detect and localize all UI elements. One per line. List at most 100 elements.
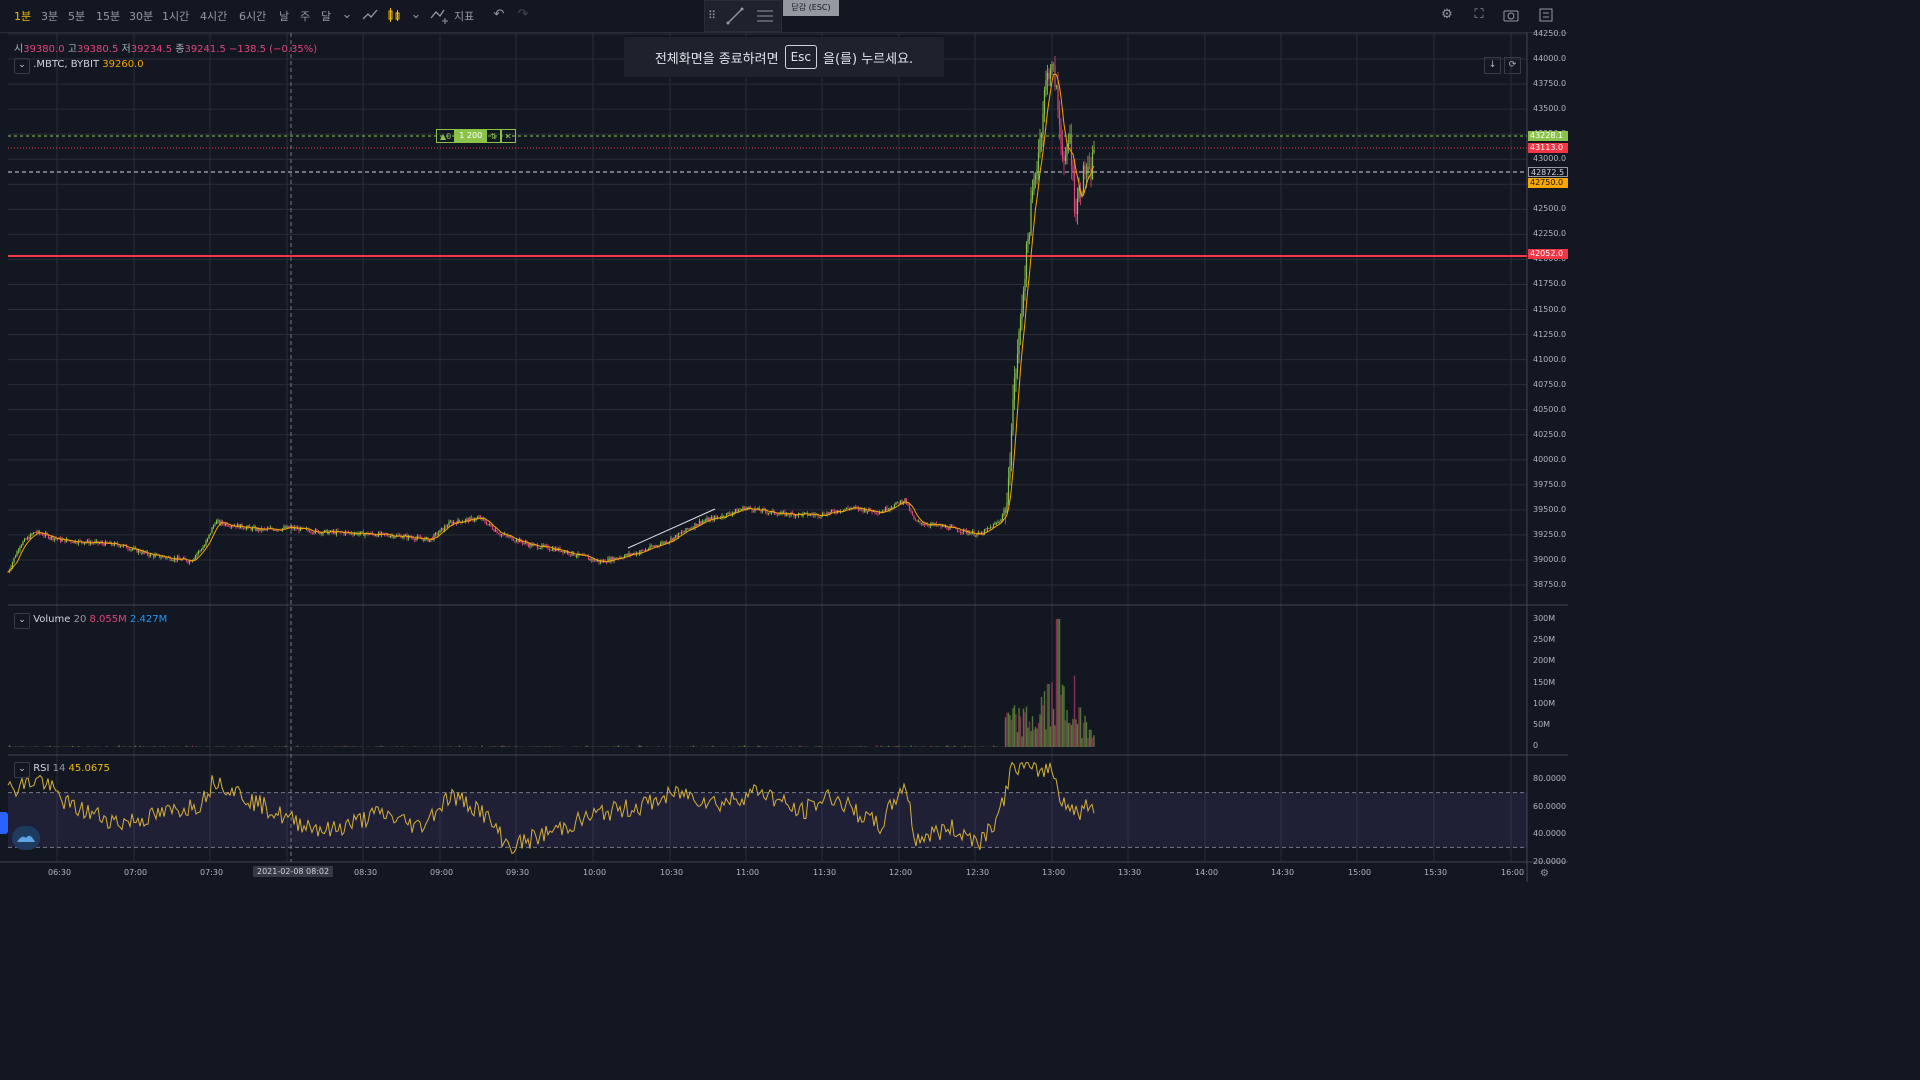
chevron-down-icon[interactable]: ⌄ xyxy=(410,7,422,22)
candle-body xyxy=(907,504,909,505)
collapse-chevron-icon[interactable]: ⌄ xyxy=(14,58,30,74)
candle-body xyxy=(785,512,788,516)
candle-body xyxy=(10,567,12,570)
volume-bar xyxy=(790,745,792,747)
timeframe-week[interactable]: 주 xyxy=(300,10,311,23)
volume-bar xyxy=(160,746,162,747)
timeframe-4h[interactable]: 4시간 xyxy=(200,10,228,23)
timeframe-day[interactable]: 날 xyxy=(279,10,290,23)
volume-bar xyxy=(244,746,246,747)
candle-body xyxy=(970,533,972,535)
candle-body xyxy=(736,509,738,513)
candle-body xyxy=(446,526,449,527)
candle-body xyxy=(941,525,944,527)
gear-icon[interactable]: ⚙ xyxy=(1441,7,1453,22)
camera-icon[interactable] xyxy=(1502,6,1520,24)
candle-body xyxy=(566,551,569,553)
candle-body xyxy=(767,512,770,514)
candle-body xyxy=(1048,72,1050,79)
candle-body xyxy=(518,539,521,543)
timeframe-15m[interactable]: 15분 xyxy=(96,10,121,23)
candle-body xyxy=(863,508,866,512)
arrow-down-icon[interactable]: ↓ xyxy=(1484,57,1501,74)
candle-body xyxy=(565,551,567,553)
candle-body xyxy=(1088,166,1091,168)
fullscreen-icon[interactable]: ⛶ xyxy=(1474,7,1484,22)
volume-bar xyxy=(1057,619,1059,747)
volume-bar xyxy=(757,745,759,747)
candle-body xyxy=(364,533,366,536)
candle-body xyxy=(1082,165,1085,192)
timeframe-30m[interactable]: 30분 xyxy=(129,10,154,23)
exit-fullscreen-tab[interactable]: 닫감 (ESC) xyxy=(783,0,839,16)
candle-body xyxy=(1057,86,1059,110)
timeframe-1m[interactable]: 1분 xyxy=(14,10,32,23)
volume-bar xyxy=(1082,723,1085,747)
collapse-chevron-icon[interactable]: ⌄ xyxy=(14,762,30,778)
chart-canvas[interactable] xyxy=(0,0,1568,882)
order-qty-small[interactable]: ▲0 xyxy=(436,129,456,143)
timeframe-month[interactable]: 달 xyxy=(321,10,332,23)
candle-body xyxy=(506,535,509,537)
candle-body xyxy=(848,508,851,510)
refresh-icon[interactable]: ⟳ xyxy=(1504,57,1521,74)
gear-icon[interactable]: ⚙ xyxy=(1540,868,1549,879)
candle-body xyxy=(440,528,443,530)
timeframe-3m[interactable]: 3분 xyxy=(41,10,59,23)
candle-body xyxy=(211,527,213,534)
volume-name[interactable]: Volume xyxy=(33,614,71,625)
volume-bar xyxy=(1078,707,1080,747)
symbol-name[interactable]: .MBTC, BYBIT xyxy=(33,59,100,70)
undo-icon[interactable]: ↶ xyxy=(493,7,505,22)
candle-body xyxy=(68,540,71,542)
candle-body xyxy=(956,529,959,532)
volume-bar xyxy=(898,745,900,747)
candle-body xyxy=(436,533,438,536)
candle-body xyxy=(937,525,939,526)
close-icon[interactable]: ✕ xyxy=(500,129,516,143)
timeframe-1h[interactable]: 1시간 xyxy=(162,10,190,23)
price-tick-label: 43750.0 xyxy=(1533,79,1567,89)
candle-body xyxy=(992,524,995,528)
candles-icon[interactable] xyxy=(385,6,403,24)
volume-bar xyxy=(253,746,255,747)
candle-body xyxy=(296,527,299,530)
candle-body xyxy=(889,508,891,510)
rsi-name[interactable]: RSI xyxy=(33,763,50,774)
timeframe-5m[interactable]: 5분 xyxy=(68,10,86,23)
candle-body xyxy=(1012,399,1014,431)
order-qty[interactable]: 1 200 xyxy=(455,129,487,143)
chevron-down-icon[interactable]: ⌄ xyxy=(341,7,353,22)
volume-bar xyxy=(1066,710,1068,747)
candle-body xyxy=(653,546,656,548)
candle-body xyxy=(521,541,524,544)
side-handle[interactable] xyxy=(0,812,8,834)
candle-body xyxy=(596,560,599,562)
candle-body xyxy=(103,543,105,546)
drag-handle-icon[interactable]: ⠿ xyxy=(708,9,717,22)
candle-body xyxy=(83,542,86,544)
candle-body xyxy=(1013,378,1016,400)
candle-body xyxy=(938,524,941,526)
candle-body xyxy=(1034,175,1037,180)
line-chart-icon[interactable] xyxy=(361,6,379,24)
volume-bar xyxy=(737,746,740,747)
candle-body xyxy=(940,524,942,527)
indicators-icon[interactable] xyxy=(430,6,448,24)
timeframe-6h[interactable]: 6시간 xyxy=(239,10,267,23)
line-style-icon[interactable] xyxy=(755,6,775,26)
trendline-icon[interactable] xyxy=(725,6,745,26)
indicators-button[interactable]: 지표 xyxy=(454,10,475,23)
candle-body xyxy=(31,534,33,535)
reverse-order-icon[interactable]: ⇅ xyxy=(486,129,501,143)
candle-body xyxy=(374,535,377,537)
candle-body xyxy=(884,507,887,512)
candle-body xyxy=(655,545,657,547)
layout-settings-icon[interactable] xyxy=(1538,6,1556,24)
change-value: −138.5 (−0.35%) xyxy=(229,44,318,55)
candle-body xyxy=(827,512,830,514)
candle-body xyxy=(121,546,123,548)
collapse-chevron-icon[interactable]: ⌄ xyxy=(14,613,30,629)
candle-body xyxy=(680,532,683,534)
redo-icon[interactable]: ↷ xyxy=(517,7,529,22)
